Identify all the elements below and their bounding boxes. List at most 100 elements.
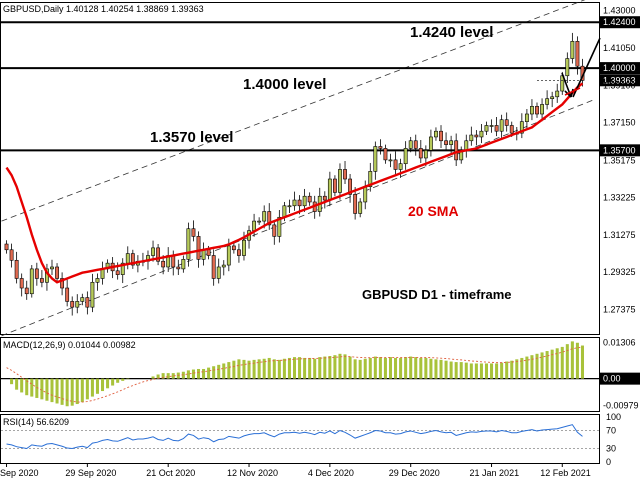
rsi-tick-label: 0	[606, 457, 611, 467]
candle-body	[358, 201, 363, 214]
candle-body	[196, 236, 201, 260]
x-tick-label: 12 Nov 2020	[227, 468, 278, 478]
price-tick-label: 1.27375	[603, 305, 636, 315]
candle-body	[24, 287, 29, 295]
macd-tick-label: 0.01306	[603, 338, 636, 348]
price-header: GBPUSD,Daily 1.40128 1.40254 1.38869 1.3…	[3, 4, 204, 14]
candle-body	[216, 266, 221, 279]
candle-body	[176, 266, 181, 270]
candle-body	[307, 195, 312, 203]
price-plot	[1, 0, 600, 337]
candle-body	[383, 148, 388, 161]
candle-body	[454, 140, 459, 161]
candle-body	[403, 148, 408, 165]
candle-body	[302, 195, 307, 207]
level-label-1.3570: 1.3570 level	[150, 129, 233, 146]
price-tick-label: 1.31275	[603, 230, 636, 240]
candle-body	[156, 247, 161, 262]
x-tick-label: 12 Feb 2021	[540, 468, 591, 478]
price-tick-highlight	[600, 16, 640, 29]
candle-body	[277, 216, 282, 237]
candle-body	[378, 146, 383, 149]
candle-body	[408, 140, 413, 149]
candle-body	[434, 130, 438, 138]
candle-body	[413, 140, 418, 149]
channel-lower-line	[1, 99, 593, 337]
sma20-line	[5, 82, 584, 284]
price-tick-highlight	[600, 74, 640, 87]
candle-body	[494, 125, 499, 132]
candle-body	[388, 159, 393, 162]
price-tick-label: 1.33225	[603, 193, 636, 203]
candle-body	[14, 259, 19, 279]
candle-body	[221, 264, 226, 268]
candle-body	[327, 178, 332, 201]
candle-body	[242, 239, 246, 256]
candle-body	[474, 134, 479, 138]
rsi-panel-frame	[0, 414, 600, 464]
price-tick-highlight	[600, 144, 640, 157]
candle-body	[524, 113, 529, 122]
candle-body	[363, 186, 368, 203]
candle-body	[338, 169, 342, 193]
candle-body	[237, 249, 241, 256]
price-tick-label: 1.35175	[603, 155, 636, 165]
candle-body	[70, 301, 75, 308]
rsi-plot	[1, 424, 600, 450]
candle-body	[393, 159, 398, 170]
candle-body	[272, 224, 277, 237]
candle-body	[19, 278, 24, 289]
candle-body	[353, 194, 358, 214]
candle-body	[95, 278, 100, 283]
candle-body	[115, 270, 120, 275]
candle-body	[206, 249, 211, 256]
candle-body	[439, 130, 443, 142]
candle-body	[252, 220, 256, 231]
rsi-header: RSI(14) 56.6209	[3, 417, 69, 427]
level-label-1.4240: 1.4240 level	[410, 24, 493, 41]
candle-body	[343, 169, 347, 180]
x-tick-label: 29 Sep 2020	[65, 468, 116, 478]
candle-body	[540, 104, 544, 115]
candle-body	[368, 171, 373, 187]
sma-label: 20 SMA	[408, 203, 459, 219]
price-tick-label: 1.39100	[603, 80, 636, 90]
macd-header: MACD(12,26,9) 0.01044 0.00982	[3, 340, 136, 350]
price-tick-highlight	[600, 62, 640, 75]
candle-body	[292, 199, 297, 207]
x-tick-label: 21 Oct 2020	[146, 468, 195, 478]
candle-body	[90, 281, 95, 308]
candle-body	[211, 255, 216, 279]
x-tick-label: 4 Dec 2020	[308, 468, 354, 478]
candle-body	[125, 253, 130, 264]
x-tick-label: 29 Dec 2020	[389, 468, 440, 478]
candle-body	[75, 301, 80, 308]
candle-body	[449, 140, 454, 145]
rsi-tick-label: 30	[606, 444, 616, 454]
macd-signal-line	[6, 346, 583, 403]
candle-body	[186, 228, 191, 260]
candle-body	[39, 278, 44, 283]
candle-body	[555, 90, 560, 98]
candle-body	[34, 268, 39, 279]
candle-body	[297, 199, 302, 207]
candle-body	[50, 266, 54, 270]
candle-body	[29, 268, 34, 295]
candle-body	[85, 297, 90, 308]
candle-body	[423, 150, 428, 159]
candle-body	[398, 163, 403, 170]
candle-body	[55, 266, 59, 279]
candle-body	[4, 243, 9, 251]
candle-body	[267, 211, 272, 226]
candle-body	[231, 245, 236, 251]
candle-body	[565, 58, 570, 77]
price-tick-label: 1.40000	[603, 63, 636, 73]
red-arrow-annotation	[564, 87, 581, 96]
macd-tick-highlight	[600, 372, 640, 385]
candle-body	[120, 262, 125, 275]
candle-body	[484, 125, 489, 132]
macd-tick-label: 0.00	[603, 374, 621, 384]
macd-plot	[1, 341, 600, 407]
candle-body	[509, 125, 514, 134]
price-panel-frame	[0, 2, 600, 335]
